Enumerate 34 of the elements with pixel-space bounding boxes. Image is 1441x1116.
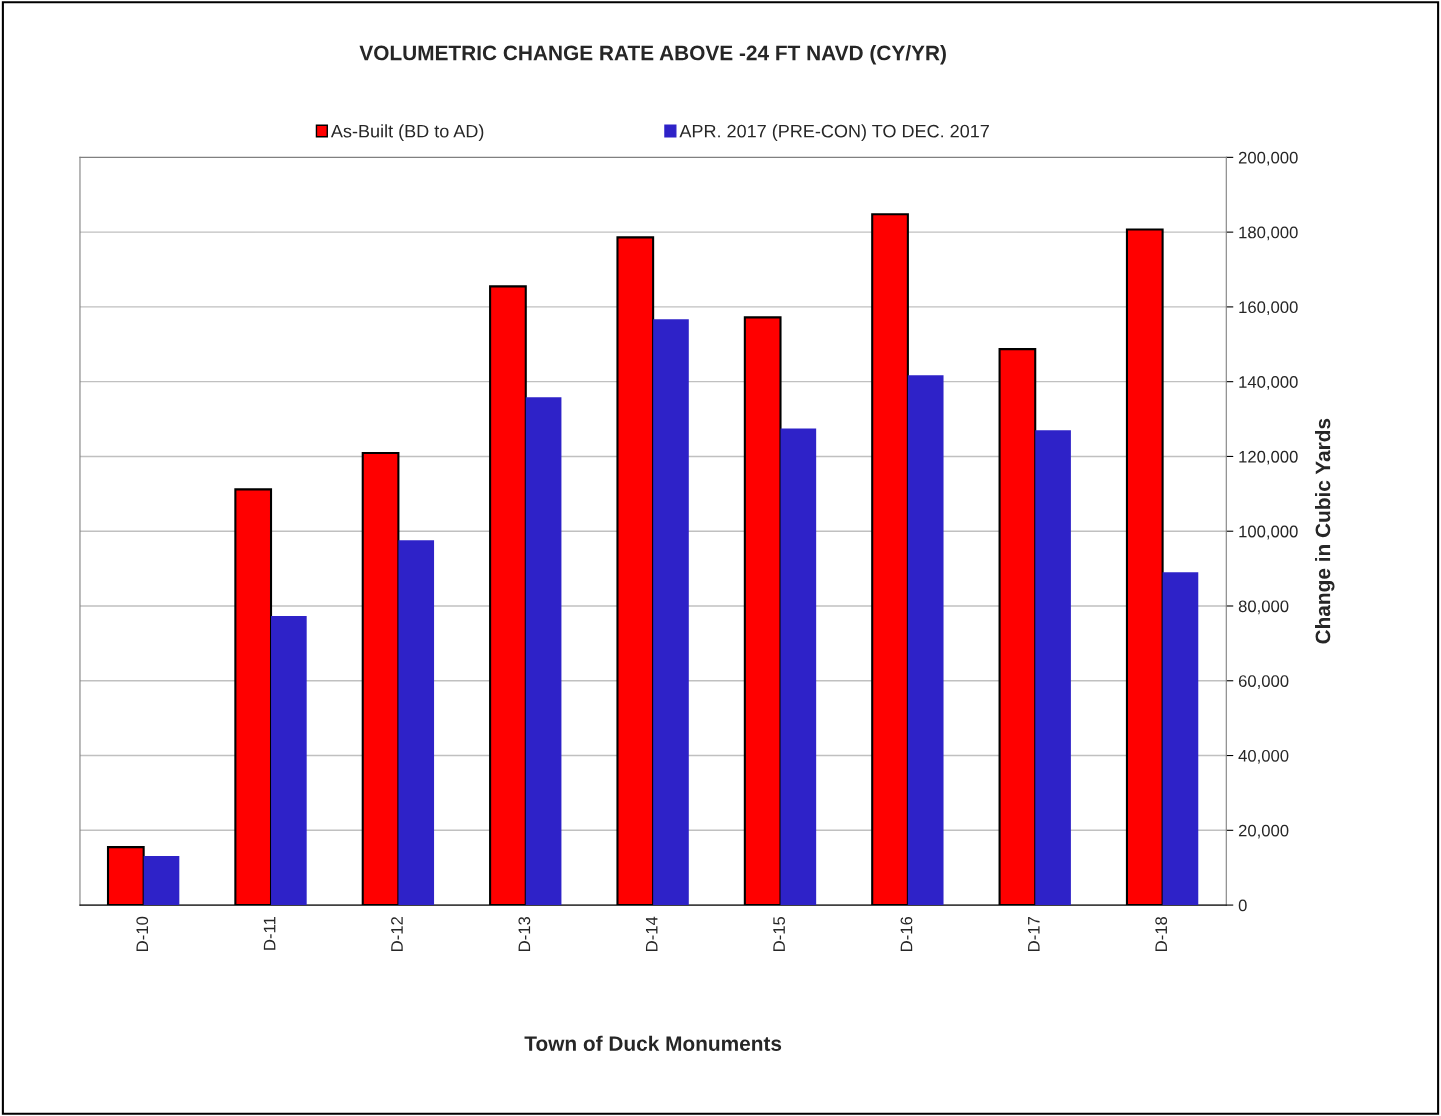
x-tick-label: D-13 xyxy=(518,916,531,951)
y2-tick-label: 200,000 xyxy=(1238,151,1298,166)
y2-tick-label: 0 xyxy=(1238,899,1247,912)
x-tick-label: D-18 xyxy=(1155,916,1168,951)
y2-tick-label: 160,000 xyxy=(1239,301,1298,316)
x-tick-label: D-15 xyxy=(773,916,785,951)
y2-tick-label: 60,000 xyxy=(1238,675,1289,689)
y2-tick-label: 40,000 xyxy=(1238,749,1289,764)
y2-tick-label: 180,000 xyxy=(1239,226,1298,241)
x-tick-label: D-14 xyxy=(645,916,658,951)
chart-title: VOLUMETRIC CHANGE RATE ABOVE -24 FT NAVD (CY/YR) xyxy=(359,45,946,65)
legend-label: As-Built (BD to AD) xyxy=(330,124,484,142)
bar xyxy=(907,375,944,906)
bar xyxy=(525,397,562,906)
y2-tick-label: 140,000 xyxy=(1239,376,1298,390)
x-tick-label: D-11 xyxy=(263,917,276,950)
y2-tick-label: 80,000 xyxy=(1238,600,1289,615)
x-axis-title: Town of Duck Monuments xyxy=(524,1035,782,1051)
bar xyxy=(143,856,180,906)
y2-tick-label: 20,000 xyxy=(1238,824,1289,839)
x-tick-label: D-10 xyxy=(136,916,149,951)
bar xyxy=(398,540,435,906)
x-tick-label: D-16 xyxy=(900,916,913,951)
bar xyxy=(780,428,817,906)
bar xyxy=(1162,572,1199,906)
y2-axis-title: Change in Cubic Yards xyxy=(1315,418,1335,644)
legend-label: APR. 2017 (PRE-CON) TO DEC. 2017 xyxy=(679,124,989,142)
bar xyxy=(1035,430,1071,906)
x-tick-label: D-12 xyxy=(391,917,403,951)
x-tick-label: D-17 xyxy=(1028,917,1040,951)
bar xyxy=(653,319,689,906)
y2-tick-label: 100,000 xyxy=(1239,525,1298,540)
y2-tick-label: 120,000 xyxy=(1239,450,1298,465)
bar xyxy=(271,616,307,906)
